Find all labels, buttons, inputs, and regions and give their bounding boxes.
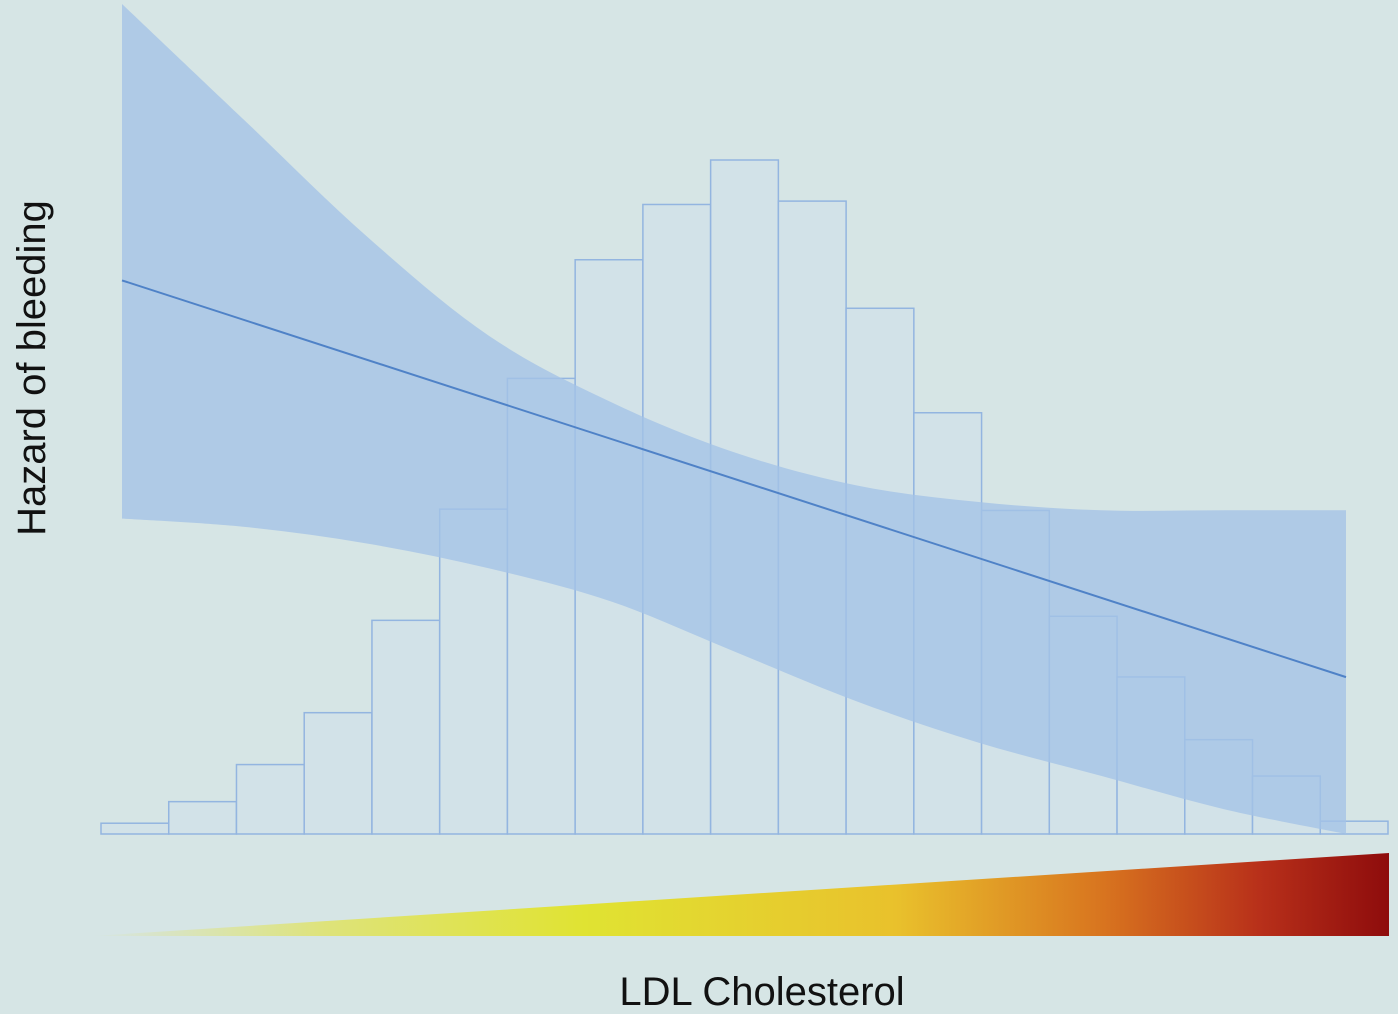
histogram-bar xyxy=(371,619,441,835)
y-axis-label: Hazard of bleeding xyxy=(10,200,54,536)
histogram-bar xyxy=(303,711,373,835)
histogram-bar xyxy=(100,822,170,835)
confidence-band xyxy=(122,4,1346,834)
histogram-bar xyxy=(167,800,238,835)
regression-line xyxy=(121,279,1347,679)
regression-line-group xyxy=(121,279,1347,679)
x-axis-label: LDL Cholesterol xyxy=(619,970,904,1014)
ldl-gradient-wedge xyxy=(92,853,1389,936)
histogram-bar xyxy=(235,763,305,835)
confidence-band-group xyxy=(122,4,1346,834)
